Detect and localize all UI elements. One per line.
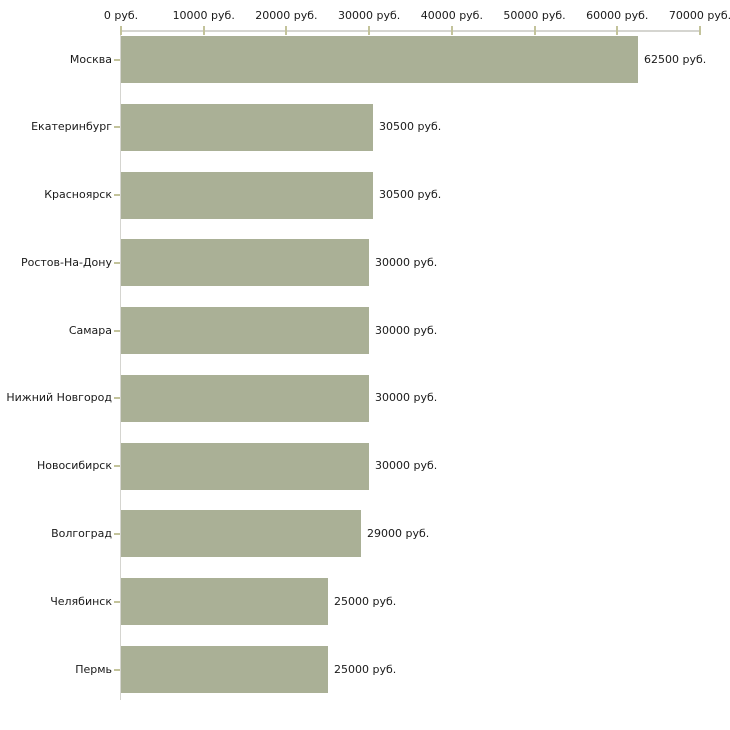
x-axis-tick — [285, 26, 288, 35]
value-label: 25000 руб. — [334, 594, 397, 608]
bar — [121, 510, 361, 558]
category-tick — [114, 397, 120, 400]
bar — [121, 239, 369, 287]
x-axis-line — [121, 30, 701, 32]
y-axis-line — [120, 30, 121, 700]
x-axis-tick — [368, 26, 371, 35]
category-label: Нижний Новгород — [6, 391, 112, 405]
value-label: 29000 руб. — [367, 526, 430, 540]
bar — [121, 36, 638, 83]
category-tick — [114, 465, 120, 468]
value-label: 30500 руб. — [379, 188, 442, 202]
category-label: Красноярск — [44, 188, 112, 202]
category-tick — [114, 261, 120, 264]
bar — [121, 578, 328, 626]
bar — [121, 646, 328, 694]
x-axis-tick-label: 30000 руб. — [338, 9, 401, 22]
category-tick — [114, 668, 120, 671]
category-tick — [114, 600, 120, 603]
value-label: 25000 руб. — [334, 662, 397, 676]
category-label: Ростов-На-Дону — [20, 255, 112, 269]
bar — [121, 374, 369, 422]
category-tick — [114, 329, 120, 332]
category-label: Пермь — [75, 662, 112, 676]
value-label: 30500 руб. — [379, 120, 442, 134]
value-label: 30000 руб. — [375, 255, 438, 269]
x-axis-tick-label: 20000 руб. — [255, 9, 318, 22]
bar — [121, 442, 369, 490]
bar — [121, 171, 373, 219]
x-axis-tick-label: 10000 руб. — [172, 9, 235, 22]
x-axis-tick-label: 50000 руб. — [503, 9, 566, 22]
category-label: Новосибирск — [36, 459, 112, 473]
category-tick — [114, 126, 120, 129]
x-axis-tick-label: 70000 руб. — [668, 9, 730, 22]
category-label: Екатеринбург — [31, 120, 112, 134]
x-axis-tick — [202, 26, 205, 35]
x-axis-tick-label: 60000 руб. — [586, 9, 649, 22]
bar — [121, 307, 369, 355]
value-label: 30000 руб. — [375, 323, 438, 337]
x-axis-tick — [616, 26, 619, 35]
x-axis-tick — [533, 26, 536, 35]
x-axis-tick-label: 40000 руб. — [420, 9, 483, 22]
x-axis-tick-label: 0 руб. — [103, 9, 139, 22]
value-label: 62500 руб. — [644, 52, 707, 66]
value-label: 30000 руб. — [375, 391, 438, 405]
category-label: Челябинск — [50, 594, 112, 608]
category-label: Самара — [68, 323, 112, 337]
bar — [121, 103, 373, 151]
x-axis-tick — [699, 26, 701, 35]
x-axis-tick — [450, 26, 453, 35]
category-label: Волгоград — [51, 526, 112, 540]
x-axis-tick — [120, 26, 122, 35]
category-label: Москва — [69, 52, 112, 66]
category-tick — [114, 532, 120, 535]
category-tick — [114, 58, 120, 61]
category-tick — [114, 194, 120, 197]
value-label: 30000 руб. — [375, 459, 438, 473]
